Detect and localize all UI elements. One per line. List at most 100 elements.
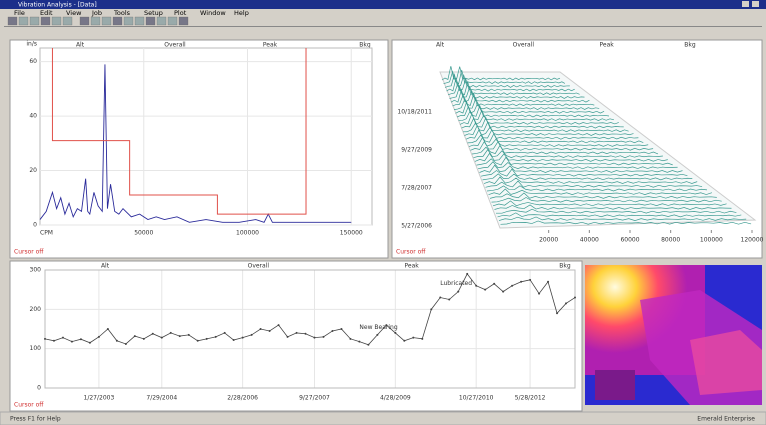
waterfall-trace [452,92,595,107]
date-label: 5/27/2006 [401,223,432,230]
trend-point [151,332,154,335]
x-tick-label: 100000 [236,230,259,237]
y-tick-label: 0 [33,222,37,229]
menu-item[interactable]: File [14,9,25,17]
trend-point [223,331,226,334]
trend-point [502,290,505,293]
trend-point [574,296,576,299]
menu-item[interactable]: Plot [174,9,187,17]
trend-point [457,290,460,293]
trend-point [88,341,91,344]
menu-item[interactable]: Job [91,9,102,17]
toolbar-button[interactable] [112,16,123,26]
trend-point [160,336,163,339]
trend-line [44,273,576,346]
waterfall-trace [443,69,566,85]
y-tick-label: 200 [30,306,42,313]
toolbar-button[interactable] [90,16,101,26]
x-tick-label: 5/28/2012 [515,395,546,402]
x-tick-label: 120000 [741,237,764,244]
toolbar-button[interactable] [178,16,189,26]
trend-point [241,336,244,339]
menu-item[interactable]: Help [234,9,249,17]
trend-point [448,298,451,301]
trend-point [232,339,235,342]
toolbar-button[interactable] [167,16,178,26]
waterfall-trace [489,192,717,199]
cursor-label: Cursor off [14,249,44,256]
spectrum-panel [9,39,389,259]
y-unit: in/s [26,41,37,48]
panel-header: Bkg [359,42,371,49]
panel-header: Alt [436,42,445,49]
toolbar-button[interactable] [7,16,18,26]
trend-point [133,335,136,338]
trend-point [430,308,433,311]
x-tick-label: 100000 [700,237,723,244]
waterfall-trace [449,85,585,99]
toolbar-button[interactable] [40,16,51,26]
toolbar-button[interactable] [123,16,134,26]
trend-point [106,328,109,330]
trend-point [412,336,415,339]
panel-header: Overall [164,42,186,49]
waterfall-trace [462,121,629,133]
toolbar-button[interactable] [134,16,145,26]
trend-point [259,328,262,330]
status-bar [0,411,766,425]
trend-point [44,337,46,340]
toolbar-button[interactable] [18,16,29,26]
menu-item[interactable]: Edit [40,9,53,17]
menu-item[interactable]: Window [200,9,226,17]
trend-point [322,335,325,338]
cursor-label: Cursor off [396,249,426,256]
toolbar-buttons [7,16,189,26]
menu-item[interactable]: Tools [113,9,131,17]
trend-point [376,333,379,336]
trend-point [286,335,289,338]
trend-point [277,324,280,327]
toolbar-button[interactable] [79,16,90,26]
x-tick-label: 10/27/2010 [459,395,494,402]
toolbar-button[interactable] [101,16,112,26]
toolbar-button[interactable] [145,16,156,26]
trend-point [556,312,559,315]
toolbar-button[interactable] [62,16,73,26]
minimize[interactable] [742,1,749,7]
cursor-label: Cursor off [14,402,44,409]
window-title: Vibration Analysis - [Data] [18,2,97,9]
x-tick-label: 7/29/2004 [146,395,177,402]
trend-point [403,339,406,342]
waterfall-trace [456,104,610,118]
trend-point [70,340,73,343]
plot-area [44,269,576,389]
toolbar-button[interactable] [29,16,40,26]
waterfall-trace [486,185,708,192]
menu-bar: File Edit View Job Tools Setup Plot Window Help [14,9,249,17]
trend-point [304,332,307,335]
menu-item[interactable]: Setup [144,9,163,17]
thermal-image [585,265,762,405]
trend-point [367,343,370,346]
trend-point [79,338,82,341]
trend-point [268,329,271,332]
series-line [51,48,307,215]
trend-point [52,339,55,342]
trend-point [61,336,64,339]
status-left: Press F1 for Help [10,416,61,423]
trend-point [97,335,100,338]
waterfall-trace [479,164,683,173]
menu-item[interactable]: View [66,9,82,17]
x-tick-label: 80000 [661,237,680,244]
toolbar-button[interactable] [51,16,62,26]
y-tick-label: 20 [29,167,37,174]
trend-point [421,337,424,340]
trend-point [142,337,145,340]
toolbar-button[interactable] [156,16,167,26]
trend-point [250,333,253,336]
waterfall-trace [441,66,561,81]
annotation: Lubricated [440,280,472,287]
trend-point [394,331,397,334]
close[interactable] [752,1,759,7]
trend-point [547,280,550,283]
